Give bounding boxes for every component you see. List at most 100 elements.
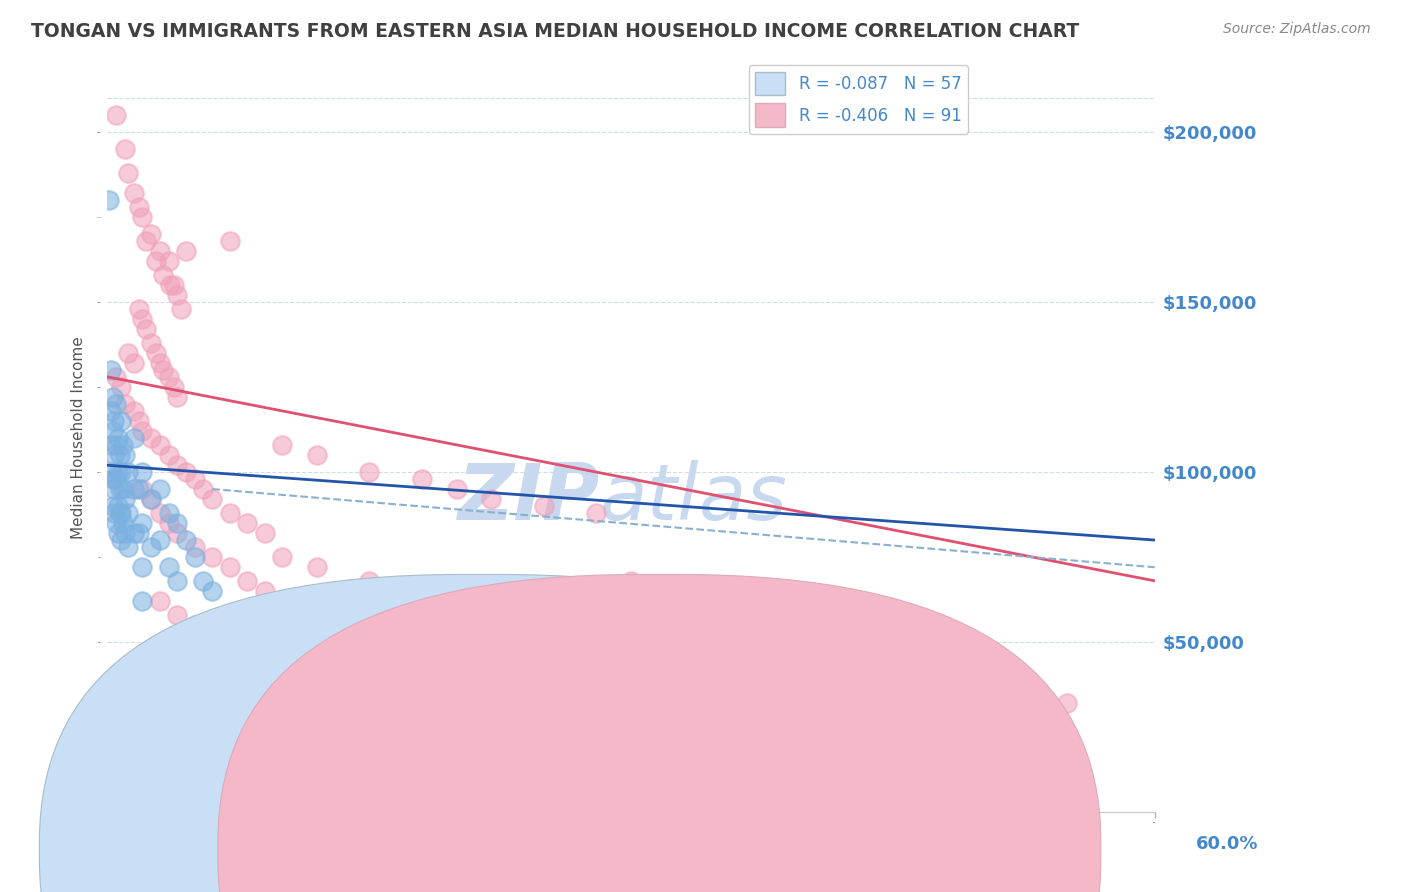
Point: [184, 472, 207, 486]
Point: [108, 506, 131, 520]
Point: [166, 516, 188, 530]
Point: [166, 458, 188, 473]
Point: [969, 710, 991, 724]
Point: [149, 533, 172, 547]
Point: [201, 492, 224, 507]
Point: [533, 499, 555, 513]
Point: [184, 618, 207, 632]
Point: [163, 278, 186, 293]
Point: [193, 482, 215, 496]
Text: 60.0%: 60.0%: [1197, 835, 1258, 853]
Point: [201, 669, 224, 683]
Point: [103, 448, 125, 462]
Point: [128, 482, 150, 496]
Point: [174, 244, 197, 258]
Point: [114, 448, 136, 462]
Point: [149, 594, 172, 608]
Point: [218, 560, 240, 574]
Text: Source: ZipAtlas.com: Source: ZipAtlas.com: [1223, 22, 1371, 37]
Point: [533, 607, 555, 622]
Point: [112, 482, 135, 496]
Point: [253, 584, 276, 599]
Point: [157, 254, 180, 268]
Point: [114, 492, 136, 507]
Point: [157, 369, 180, 384]
Point: [135, 322, 157, 336]
Point: [122, 356, 145, 370]
Point: [218, 641, 240, 656]
Point: [107, 465, 129, 479]
Point: [193, 574, 215, 588]
Point: [149, 482, 172, 496]
Point: [103, 482, 125, 496]
Point: [108, 482, 131, 496]
Text: Tongans: Tongans: [509, 842, 576, 860]
Point: [122, 482, 145, 496]
Point: [105, 438, 128, 452]
Point: [101, 424, 124, 438]
Point: [100, 438, 122, 452]
Text: ZIP: ZIP: [457, 460, 600, 536]
Point: [166, 526, 188, 541]
Point: [110, 506, 132, 520]
Point: [794, 618, 817, 632]
Point: [98, 193, 121, 207]
Point: [131, 560, 153, 574]
Point: [101, 472, 124, 486]
Point: [166, 390, 188, 404]
Point: [707, 584, 730, 599]
Point: [131, 482, 153, 496]
Point: [105, 108, 128, 122]
Text: atlas: atlas: [600, 460, 787, 536]
Point: [128, 200, 150, 214]
Point: [157, 506, 180, 520]
Point: [107, 526, 129, 541]
Point: [105, 369, 128, 384]
Point: [375, 618, 398, 632]
Point: [201, 628, 224, 642]
Point: [152, 268, 174, 282]
Point: [253, 662, 276, 676]
Point: [149, 356, 172, 370]
Point: [101, 499, 124, 513]
Point: [882, 710, 904, 724]
Point: [157, 448, 180, 462]
Point: [166, 574, 188, 588]
Point: [157, 560, 180, 574]
Point: [135, 234, 157, 248]
Point: [152, 363, 174, 377]
Point: [114, 397, 136, 411]
Text: Immigrants from Eastern Asia: Immigrants from Eastern Asia: [689, 842, 936, 860]
Point: [236, 516, 259, 530]
Text: TONGAN VS IMMIGRANTS FROM EASTERN ASIA MEDIAN HOUSEHOLD INCOME CORRELATION CHART: TONGAN VS IMMIGRANTS FROM EASTERN ASIA M…: [31, 22, 1080, 41]
Point: [101, 390, 124, 404]
Point: [128, 414, 150, 428]
Point: [149, 438, 172, 452]
Point: [139, 540, 162, 554]
Point: [620, 574, 643, 588]
Point: [100, 363, 122, 377]
Point: [218, 506, 240, 520]
Point: [117, 465, 139, 479]
Point: [117, 540, 139, 554]
Point: [110, 533, 132, 547]
Point: [707, 628, 730, 642]
Point: [163, 380, 186, 394]
Point: [620, 618, 643, 632]
Point: [108, 448, 131, 462]
Point: [411, 472, 433, 486]
Point: [117, 506, 139, 520]
Point: [145, 254, 167, 268]
Point: [166, 288, 188, 302]
Point: [131, 210, 153, 224]
Text: 0.0%: 0.0%: [110, 835, 160, 853]
Point: [271, 550, 294, 565]
Point: [114, 142, 136, 156]
Point: [110, 380, 132, 394]
Point: [157, 516, 180, 530]
Point: [122, 526, 145, 541]
Point: [159, 278, 181, 293]
Point: [253, 526, 276, 541]
Point: [794, 594, 817, 608]
Point: [446, 482, 468, 496]
